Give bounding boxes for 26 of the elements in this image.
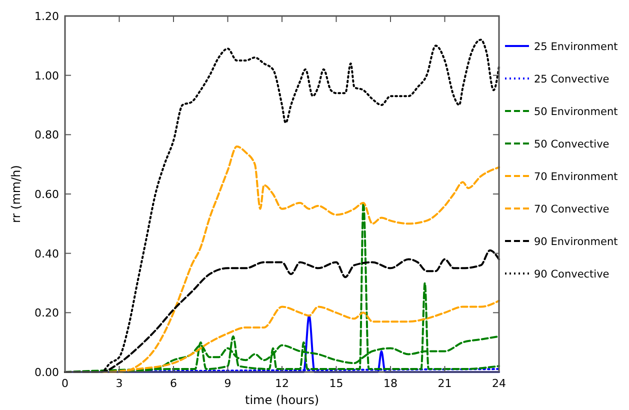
x-tick-label: 6 — [170, 377, 177, 390]
y-axis-title: rr (mm/h) — [9, 165, 23, 223]
x-tick-label: 18 — [384, 377, 398, 390]
y-tick-label: 0.60 — [34, 188, 59, 201]
y-tick-label: 1.20 — [34, 10, 59, 23]
x-tick-label: 24 — [492, 377, 506, 390]
y-tick-label: 0.80 — [34, 128, 59, 142]
legend-label: 70 Environment — [534, 171, 618, 183]
x-axis-title: time (hours) — [244, 393, 320, 407]
y-tick-label: 0.40 — [34, 247, 59, 260]
legend-label: 70 Convective — [534, 204, 610, 216]
x-tick-label: 15 — [329, 377, 344, 390]
y-tick-label: 0.20 — [34, 306, 59, 320]
legend-label: 90 Convective — [534, 268, 610, 280]
y-tick-label: 0.00 — [34, 366, 59, 379]
legend-label: 90 Environment — [534, 236, 618, 248]
x-tick-label: 3 — [116, 377, 123, 390]
x-tick-label: 9 — [224, 377, 232, 390]
y-tick-label: 1.00 — [34, 69, 59, 82]
legend-label: 25 Convective — [534, 74, 610, 86]
x-tick-label: 0 — [62, 377, 68, 390]
x-tick-label: 21 — [438, 377, 452, 390]
legend-label: 50 Convective — [534, 138, 610, 150]
legend-label: 25 Environment — [534, 41, 618, 53]
x-tick-label: 12 — [275, 377, 289, 390]
legend-label: 50 Environment — [534, 106, 618, 118]
